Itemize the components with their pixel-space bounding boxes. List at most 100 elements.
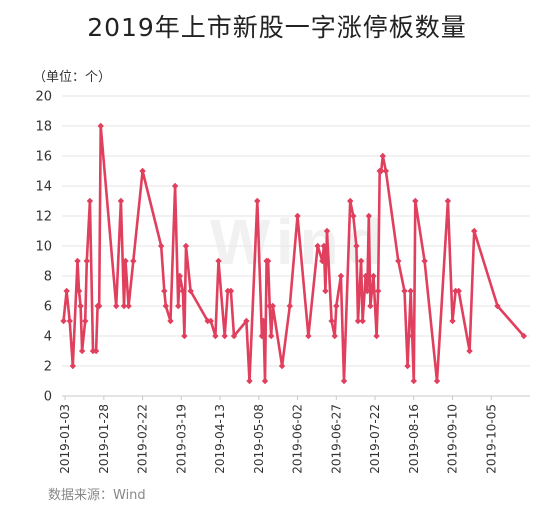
data-point (294, 212, 301, 220)
data-point (268, 332, 275, 340)
data-point (97, 122, 104, 130)
data-point (354, 317, 362, 325)
x-tick-label: 2019-10-05 (484, 404, 498, 474)
data-point (74, 257, 81, 265)
data-point (278, 362, 286, 370)
series-line (62, 124, 526, 383)
data-point (167, 317, 174, 325)
data-point (319, 257, 326, 265)
data-point (92, 347, 100, 355)
data-point (77, 302, 84, 310)
data-point (82, 317, 89, 325)
data-point (157, 242, 165, 250)
unit-label: （单位：个） (33, 70, 112, 85)
data-point (395, 257, 402, 265)
data-point (120, 302, 128, 310)
data-point (353, 242, 360, 250)
data-point (181, 332, 188, 340)
data-point (69, 362, 77, 370)
x-tick-label: 2019-01-28 (97, 404, 111, 474)
data-point (471, 227, 478, 235)
data-point (139, 167, 146, 175)
data-point (374, 287, 382, 295)
data-point (171, 182, 179, 190)
data-point (305, 332, 312, 340)
chart-title: 2019年上市新股一字涨停板数量 (87, 13, 467, 42)
data-point (362, 272, 369, 280)
data-point (433, 377, 441, 385)
data-point (86, 197, 94, 205)
y-tick-label: 12 (35, 210, 52, 225)
data-point (63, 287, 70, 295)
data-point (130, 257, 137, 265)
data-point (370, 272, 377, 280)
data-point (373, 332, 380, 340)
x-tick-label: 2019-06-27 (329, 404, 343, 474)
data-point (260, 317, 267, 325)
data-point (409, 332, 416, 340)
data-point (412, 197, 419, 205)
y-tick-label: 6 (44, 300, 52, 315)
data-point (322, 287, 329, 295)
data-point (365, 212, 373, 220)
data-point (466, 347, 473, 355)
data-point (207, 317, 214, 325)
x-tick-label: 2019-09-10 (446, 404, 460, 474)
y-tick-label: 0 (44, 390, 52, 405)
data-point (125, 302, 132, 310)
data-point (215, 257, 222, 265)
data-point (212, 332, 219, 340)
data-point (187, 287, 194, 295)
source-note: 数据来源：Wind (48, 488, 146, 503)
y-tick-label: 18 (35, 120, 52, 135)
data-point (494, 302, 501, 310)
data-point (113, 302, 120, 310)
data-point (243, 317, 250, 325)
data-point (95, 302, 103, 310)
data-point (261, 377, 269, 385)
data-point (314, 242, 321, 250)
data-point (60, 317, 67, 325)
data-point (410, 377, 417, 385)
data-point (367, 302, 374, 310)
data-point (421, 257, 428, 265)
data-point (404, 362, 411, 370)
data-point (286, 302, 294, 310)
data-point (179, 287, 187, 295)
data-point (520, 332, 528, 340)
data-point (182, 242, 190, 250)
data-point (264, 257, 272, 265)
data-point (230, 332, 238, 340)
data-point (269, 302, 276, 310)
x-tick-label: 2019-03-19 (174, 404, 188, 474)
data-point (340, 377, 348, 385)
data-point (378, 167, 385, 175)
y-tick-label: 2 (44, 360, 52, 375)
y-tick-label: 4 (44, 330, 52, 345)
data-point (368, 287, 376, 295)
data-point (455, 287, 462, 295)
data-point (258, 332, 266, 340)
y-tick-label: 8 (44, 270, 52, 285)
data-point (75, 287, 83, 295)
data-point (162, 302, 170, 310)
y-tick-label: 10 (35, 240, 52, 255)
data-point (449, 317, 456, 325)
x-tick-label: 2019-08-16 (407, 404, 421, 474)
data-point (444, 197, 452, 205)
data-point (350, 212, 357, 220)
data-point (323, 227, 331, 235)
x-tick-label: 2019-06-02 (291, 404, 305, 474)
data-point (320, 242, 328, 250)
x-tick-label: 2019-07-22 (368, 404, 382, 474)
data-point (401, 287, 408, 295)
x-tick-label: 2019-05-08 (252, 404, 266, 474)
data-point (175, 302, 182, 310)
y-tick-label: 16 (35, 150, 52, 165)
data-point (83, 257, 90, 265)
data-point (331, 332, 338, 340)
x-tick-label: 2019-02-22 (136, 404, 150, 474)
data-point (227, 287, 235, 295)
